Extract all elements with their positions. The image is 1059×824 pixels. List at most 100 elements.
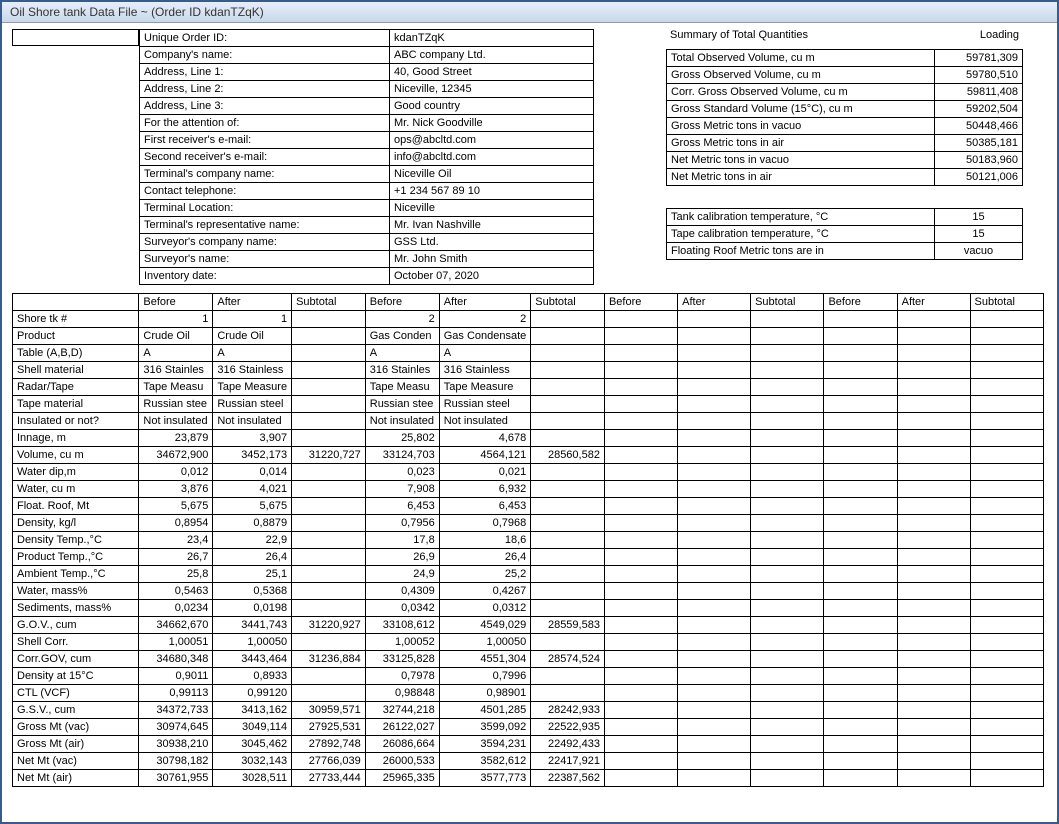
grid-cell[interactable]: 0,0198 xyxy=(213,600,292,617)
grid-cell[interactable] xyxy=(970,719,1043,736)
grid-cell[interactable] xyxy=(897,566,970,583)
grid-cell[interactable]: 18,6 xyxy=(439,532,531,549)
grid-cell[interactable]: 1,00052 xyxy=(365,634,439,651)
grid-cell[interactable] xyxy=(897,430,970,447)
grid-cell[interactable]: 31220,927 xyxy=(292,617,366,634)
grid-cell[interactable] xyxy=(897,447,970,464)
grid-cell[interactable] xyxy=(292,549,366,566)
grid-cell[interactable] xyxy=(751,532,824,549)
grid-cell[interactable] xyxy=(678,719,751,736)
grid-cell[interactable] xyxy=(292,498,366,515)
grid-cell[interactable]: 22522,935 xyxy=(531,719,605,736)
grid-cell[interactable] xyxy=(531,396,605,413)
grid-cell[interactable] xyxy=(970,447,1043,464)
grid-cell[interactable]: Russian stee xyxy=(139,396,213,413)
grid-cell[interactable] xyxy=(292,532,366,549)
info-value[interactable]: GSS Ltd. xyxy=(390,234,594,251)
grid-cell[interactable] xyxy=(678,634,751,651)
grid-cell[interactable]: 32744,218 xyxy=(365,702,439,719)
grid-cell[interactable] xyxy=(970,549,1043,566)
grid-cell[interactable] xyxy=(604,753,677,770)
grid-cell[interactable] xyxy=(531,515,605,532)
grid-cell[interactable]: 27892,748 xyxy=(292,736,366,753)
grid-cell[interactable] xyxy=(897,532,970,549)
grid-cell[interactable]: Tape Measure xyxy=(439,379,531,396)
grid-cell[interactable] xyxy=(678,430,751,447)
grid-cell[interactable]: 3045,462 xyxy=(213,736,292,753)
grid-cell[interactable] xyxy=(678,464,751,481)
grid-cell[interactable] xyxy=(751,413,824,430)
grid-cell[interactable]: Not insulated xyxy=(365,413,439,430)
grid-cell[interactable] xyxy=(897,753,970,770)
grid-cell[interactable] xyxy=(292,515,366,532)
grid-cell[interactable] xyxy=(751,362,824,379)
grid-cell[interactable] xyxy=(751,719,824,736)
grid-cell[interactable]: 5,675 xyxy=(139,498,213,515)
grid-cell[interactable] xyxy=(824,753,897,770)
grid-cell[interactable]: 28574,524 xyxy=(531,651,605,668)
grid-cell[interactable]: 4,678 xyxy=(439,430,531,447)
grid-cell[interactable] xyxy=(751,345,824,362)
grid-cell[interactable] xyxy=(604,396,677,413)
grid-cell[interactable] xyxy=(897,583,970,600)
grid-cell[interactable] xyxy=(604,362,677,379)
grid-cell[interactable] xyxy=(531,583,605,600)
grid-cell[interactable] xyxy=(970,481,1043,498)
grid-cell[interactable] xyxy=(531,685,605,702)
grid-cell[interactable] xyxy=(531,634,605,651)
grid-cell[interactable] xyxy=(751,549,824,566)
grid-cell[interactable] xyxy=(604,685,677,702)
grid-cell[interactable] xyxy=(970,430,1043,447)
grid-cell[interactable]: Not insulated xyxy=(439,413,531,430)
grid-cell[interactable] xyxy=(970,464,1043,481)
grid-cell[interactable] xyxy=(824,464,897,481)
grid-cell[interactable] xyxy=(604,464,677,481)
grid-cell[interactable] xyxy=(970,498,1043,515)
grid-cell[interactable] xyxy=(824,396,897,413)
grid-cell[interactable]: 27733,444 xyxy=(292,770,366,787)
grid-cell[interactable]: 28559,583 xyxy=(531,617,605,634)
grid-cell[interactable] xyxy=(970,379,1043,396)
grid-cell[interactable] xyxy=(824,430,897,447)
grid-cell[interactable]: 1 xyxy=(139,311,213,328)
grid-cell[interactable] xyxy=(824,736,897,753)
grid-cell[interactable] xyxy=(678,685,751,702)
grid-cell[interactable]: 26,4 xyxy=(213,549,292,566)
grid-cell[interactable]: 1,00050 xyxy=(439,634,531,651)
grid-cell[interactable]: 0,8954 xyxy=(139,515,213,532)
grid-cell[interactable]: 2 xyxy=(365,311,439,328)
grid-cell[interactable] xyxy=(604,532,677,549)
grid-cell[interactable] xyxy=(824,634,897,651)
grid-cell[interactable]: 26,4 xyxy=(439,549,531,566)
grid-cell[interactable] xyxy=(970,328,1043,345)
grid-cell[interactable] xyxy=(604,447,677,464)
grid-cell[interactable] xyxy=(824,685,897,702)
grid-cell[interactable]: 316 Stainless xyxy=(213,362,292,379)
info-value[interactable]: Mr. Ivan Nashville xyxy=(390,217,594,234)
grid-cell[interactable]: 0,8879 xyxy=(213,515,292,532)
grid-cell[interactable]: 3049,114 xyxy=(213,719,292,736)
grid-cell[interactable] xyxy=(824,413,897,430)
grid-cell[interactable] xyxy=(970,345,1043,362)
grid-cell[interactable] xyxy=(897,600,970,617)
grid-cell[interactable]: 0,0234 xyxy=(139,600,213,617)
grid-cell[interactable]: 0,98901 xyxy=(439,685,531,702)
grid-cell[interactable] xyxy=(897,702,970,719)
grid-cell[interactable]: 34680,348 xyxy=(139,651,213,668)
info-value[interactable]: Mr. Nick Goodville xyxy=(390,115,594,132)
grid-cell[interactable] xyxy=(970,600,1043,617)
grid-cell[interactable] xyxy=(897,634,970,651)
grid-cell[interactable] xyxy=(824,600,897,617)
grid-cell[interactable] xyxy=(751,651,824,668)
grid-cell[interactable] xyxy=(678,379,751,396)
grid-cell[interactable] xyxy=(531,413,605,430)
grid-cell[interactable]: 23,4 xyxy=(139,532,213,549)
grid-cell[interactable] xyxy=(751,583,824,600)
grid-cell[interactable]: 24,9 xyxy=(365,566,439,583)
grid-cell[interactable] xyxy=(604,515,677,532)
grid-cell[interactable]: Gas Conden xyxy=(365,328,439,345)
info-value[interactable]: Good country xyxy=(390,98,594,115)
grid-cell[interactable] xyxy=(897,396,970,413)
grid-cell[interactable]: Gas Condensate xyxy=(439,328,531,345)
grid-cell[interactable] xyxy=(824,328,897,345)
